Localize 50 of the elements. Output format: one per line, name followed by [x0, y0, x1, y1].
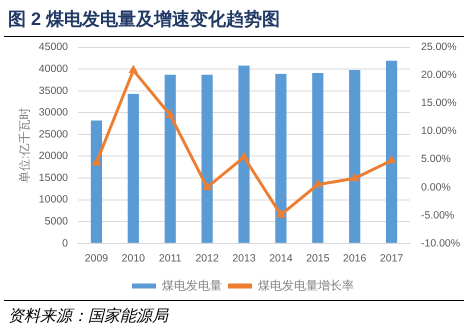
- y-tick-label: 35000: [38, 84, 68, 97]
- y-tick-label: 10000: [38, 194, 68, 206]
- x-tick-label: 2015: [306, 252, 330, 265]
- x-tick-label: 2016: [342, 252, 367, 265]
- x-tick-label: 2017: [380, 252, 404, 265]
- point: [387, 155, 396, 164]
- y-tick-label: 20000: [38, 150, 68, 162]
- point: [166, 110, 175, 118]
- y-axis-title: 单位:亿千瓦时: [18, 108, 32, 184]
- bar: [90, 120, 102, 243]
- y-tick-label: 15000: [38, 172, 68, 184]
- y2-tick-label: 15.00%: [421, 97, 457, 110]
- y2-tick-label: 0.00%: [421, 181, 451, 194]
- y-tick-label: 0: [62, 237, 68, 250]
- bar: [312, 73, 324, 243]
- y-tick-label: 25000: [38, 128, 68, 140]
- y2-tick-label: -10.00%: [421, 237, 460, 250]
- text: 资料来源：国家能源局: [4, 300, 464, 326]
- x-tick-label: 2010: [122, 252, 146, 265]
- x-tick-label: 2011: [158, 252, 182, 265]
- bar: [238, 66, 250, 243]
- y2-tick-label: 25.00%: [421, 41, 457, 54]
- point: [350, 173, 360, 182]
- y-tick-label: 5000: [44, 216, 68, 228]
- y-tick-label: 30000: [38, 106, 68, 119]
- y2-tick-label: -5.00%: [421, 209, 454, 222]
- point: [276, 210, 286, 218]
- point: [92, 158, 101, 166]
- legend-label: 煤电发电量增长率: [258, 278, 354, 292]
- bar: [164, 74, 176, 243]
- bar: [349, 70, 360, 243]
- point: [240, 152, 248, 160]
- y-tick-label: 45000: [38, 41, 68, 54]
- point: [202, 182, 212, 190]
- chart-title: 图 2 煤电发电量及增速变化趋势图: [4, 8, 464, 37]
- y2-tick-label: 20.00%: [421, 69, 457, 82]
- x-tick-label: 2009: [84, 252, 108, 265]
- bar: [202, 74, 213, 243]
- y2-tick-label: 10.00%: [421, 125, 457, 138]
- point: [128, 65, 138, 74]
- x-tick-label: 2014: [269, 252, 293, 265]
- bar: [128, 94, 139, 243]
- point: [313, 180, 322, 188]
- y-tick-label: 40000: [38, 62, 68, 75]
- y2-tick-label: 5.00%: [421, 153, 451, 166]
- legend-label: 煤电发电量: [162, 278, 222, 292]
- x-tick-label: 2013: [232, 252, 256, 265]
- x-tick-label: 2012: [195, 252, 219, 265]
- bar: [386, 60, 398, 243]
- bar: [275, 74, 286, 243]
